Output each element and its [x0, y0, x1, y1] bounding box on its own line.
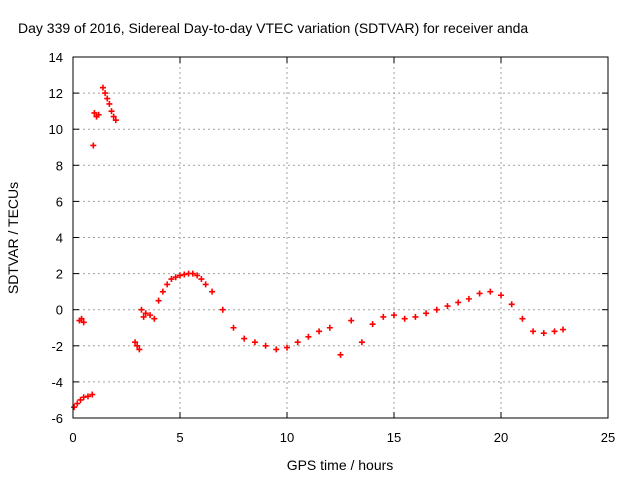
- data-point: [391, 312, 397, 319]
- data-point: [177, 272, 183, 279]
- data-point: [519, 315, 526, 322]
- data-point: [433, 306, 440, 313]
- data-point: [305, 333, 312, 340]
- data-point: [209, 288, 216, 295]
- chart-title: Day 339 of 2016, Sidereal Day-to-day VTE…: [18, 20, 528, 36]
- x-tick-label: 0: [69, 430, 76, 445]
- data-point: [110, 113, 117, 120]
- data-point: [78, 315, 85, 322]
- y-tick-label: -6: [51, 411, 63, 426]
- data-point: [560, 326, 567, 333]
- y-tick-label: 14: [49, 50, 63, 65]
- axis-ticks: 0 5 10 15 20 25 -6 -4 -2 0 2 4 6 8 10 12 14: [49, 50, 616, 445]
- data-point: [77, 396, 84, 403]
- data-point: [142, 310, 149, 317]
- data-point: [189, 270, 196, 277]
- data-point: [337, 351, 344, 358]
- data-point: [476, 290, 483, 297]
- y-tick-label: 0: [56, 303, 63, 318]
- data-point: [95, 111, 102, 118]
- data-point: [164, 281, 171, 288]
- grid-lines: [73, 57, 608, 418]
- data-point: [159, 288, 166, 295]
- data-point: [202, 281, 209, 288]
- y-tick-label: 8: [56, 158, 63, 173]
- data-point: [198, 276, 205, 283]
- data-points: [71, 84, 567, 411]
- data-point: [151, 315, 158, 322]
- data-point: [316, 328, 323, 335]
- x-tick-label: 10: [280, 430, 294, 445]
- data-point: [262, 342, 269, 349]
- data-point: [508, 301, 515, 308]
- data-point: [136, 346, 143, 353]
- y-tick-label: 4: [56, 231, 63, 246]
- data-point: [172, 274, 179, 281]
- x-tick-label: 25: [601, 430, 615, 445]
- data-point: [74, 400, 81, 407]
- y-tick-label: -2: [51, 339, 63, 354]
- data-point: [380, 313, 387, 320]
- data-point: [91, 109, 98, 116]
- x-tick-label: 20: [494, 430, 508, 445]
- data-point: [465, 295, 472, 302]
- data-point: [230, 324, 237, 331]
- data-point: [401, 315, 408, 322]
- data-point: [219, 306, 226, 313]
- data-point: [99, 84, 106, 91]
- data-point: [168, 276, 175, 283]
- data-point: [455, 299, 462, 306]
- data-point: [108, 108, 115, 115]
- y-tick-label: 6: [56, 194, 63, 209]
- data-point: [540, 330, 547, 337]
- data-point: [106, 100, 113, 107]
- x-axis-label: GPS time / hours: [287, 457, 394, 473]
- data-point: [284, 344, 290, 351]
- data-point: [138, 306, 145, 313]
- data-point: [369, 321, 376, 328]
- data-point: [487, 288, 494, 295]
- data-point: [530, 328, 537, 335]
- data-point: [444, 303, 451, 310]
- data-point: [498, 292, 504, 299]
- data-point: [89, 391, 96, 398]
- y-tick-label: -4: [51, 375, 63, 390]
- x-tick-label: 15: [387, 430, 401, 445]
- data-point: [326, 324, 333, 331]
- data-point: [71, 404, 78, 411]
- y-tick-label: 2: [56, 267, 63, 282]
- data-point: [90, 142, 97, 149]
- data-point: [241, 335, 248, 342]
- data-point: [423, 310, 430, 317]
- data-point: [294, 339, 301, 346]
- data-point: [348, 317, 355, 324]
- y-axis-label: SDTVAR / TECUs: [5, 182, 21, 294]
- data-point: [412, 313, 419, 320]
- data-point: [84, 393, 91, 400]
- data-point: [132, 339, 139, 346]
- y-tick-label: 12: [49, 86, 63, 101]
- data-point: [140, 313, 147, 320]
- data-point: [251, 339, 258, 346]
- data-point: [194, 272, 201, 279]
- data-point: [102, 90, 109, 97]
- data-point: [551, 328, 558, 335]
- data-point: [155, 297, 162, 304]
- data-point: [134, 342, 141, 349]
- x-tick-label: 5: [176, 430, 183, 445]
- data-point: [80, 394, 87, 401]
- data-point: [181, 271, 188, 278]
- data-point: [80, 319, 87, 326]
- data-point: [273, 346, 280, 353]
- data-point: [147, 312, 154, 319]
- y-tick-label: 10: [49, 122, 63, 137]
- data-point: [112, 117, 119, 124]
- data-point: [358, 339, 365, 346]
- data-point: [104, 95, 111, 102]
